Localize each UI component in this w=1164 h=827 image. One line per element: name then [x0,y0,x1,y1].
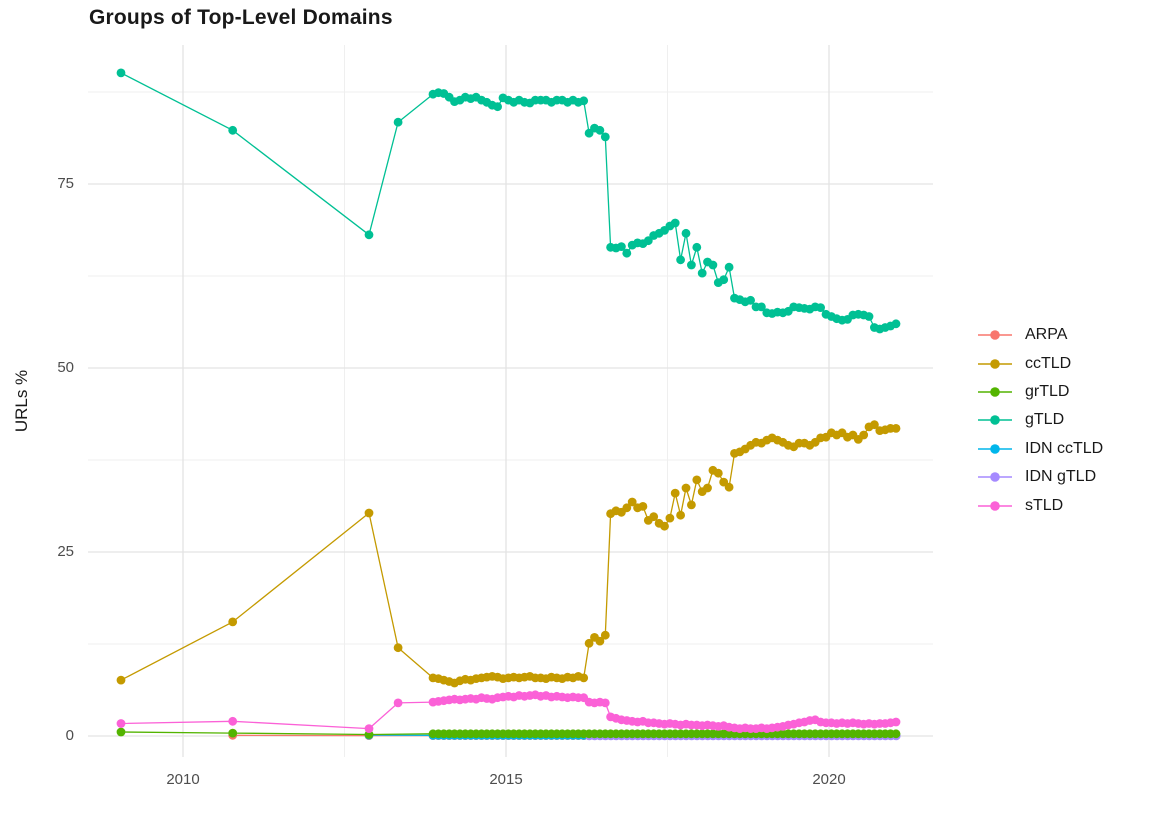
legend-key-icon [978,415,1012,426]
legend-key-icon [978,358,1012,369]
y-tick-50: 50 [57,359,74,376]
series-gTLD [116,68,901,334]
y-tick-75: 75 [57,175,74,192]
grid-major [88,45,933,757]
legend-item-ccTLD: ccTLD [977,349,1103,377]
legend-key-icon [978,500,1012,511]
series-ccTLD [116,420,901,688]
grid-minor [88,45,933,757]
legend-label: ccTLD [1025,354,1072,372]
legend-label: IDN gTLD [1025,468,1097,486]
legend-label: sTLD [1025,496,1064,514]
x-tick-2015: 2015 [489,771,523,788]
series-sTLD [116,690,901,733]
chart-title: Groups of Top-Level Domains [89,6,393,29]
legend-label: grTLD [1025,382,1070,400]
legend-key-icon [978,443,1012,454]
legend-item-gTLD: gTLD [977,406,1103,434]
legend-item-IDN-ccTLD: IDN ccTLD [977,435,1103,463]
x-tick-2010: 2010 [166,771,200,788]
y-tick-0: 0 [65,727,74,744]
legend: ARPA ccTLD grTLD gTLD IDN ccTLD IDN gTLD sTLD [977,321,1103,520]
y-tick-25: 25 [57,543,74,560]
legend-key-icon [978,387,1012,397]
legend-label: IDN ccTLD [1025,439,1104,457]
legend-label: ARPA [1025,326,1068,344]
legend-key-icon [978,330,1012,340]
legend-label: gTLD [1025,411,1065,429]
legend-item-ARPA: ARPA [977,321,1103,349]
legend-item-grTLD: grTLD [977,378,1103,406]
x-tick-2020: 2020 [812,771,846,788]
y-axis-title: URLs % [12,369,31,433]
legend-item-IDN-gTLD: IDN gTLD [977,463,1103,491]
legend-item-sTLD: sTLD [977,491,1103,519]
legend-key-icon [978,472,1012,482]
